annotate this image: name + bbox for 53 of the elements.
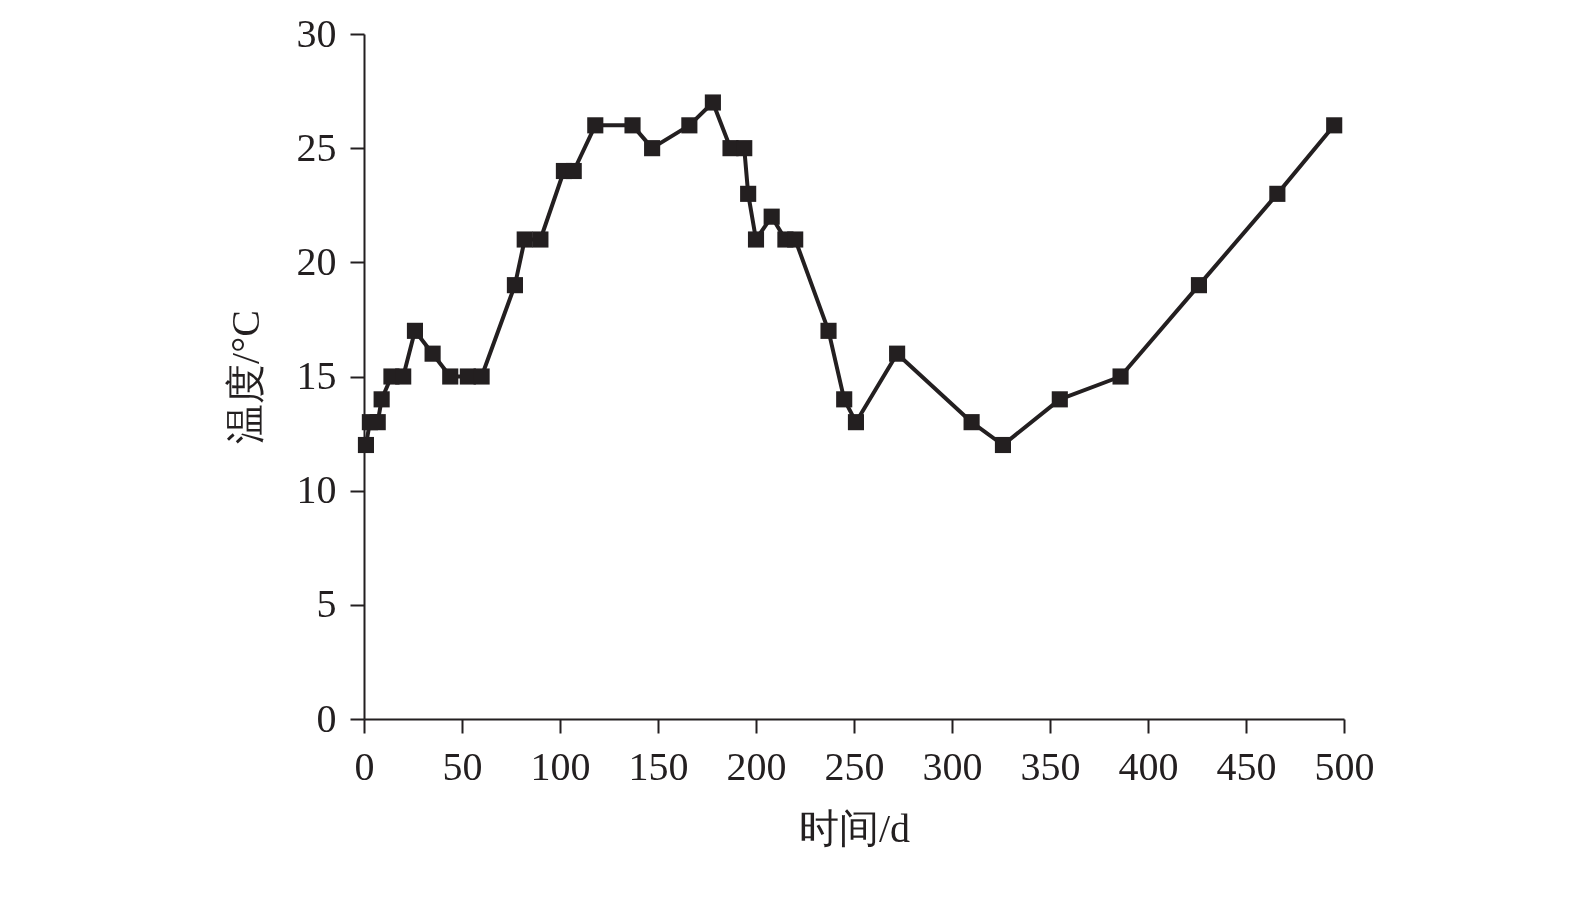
point — [994, 436, 1012, 454]
x-tick-label: 50 — [442, 743, 483, 789]
point — [787, 231, 804, 248]
y-tick-label: 25 — [296, 124, 337, 170]
point — [624, 117, 641, 134]
y-axis-title: 温度/°C — [222, 310, 268, 444]
point — [836, 391, 853, 408]
point — [395, 368, 412, 385]
x-axis-title: 时间/d — [798, 805, 911, 851]
y-tick-label: 0 — [316, 695, 337, 741]
point — [506, 277, 523, 294]
point — [532, 231, 549, 248]
point — [1269, 185, 1286, 202]
x-tick-label: 100 — [530, 743, 591, 789]
point — [369, 414, 386, 431]
point — [740, 185, 757, 202]
point — [357, 436, 375, 454]
x-tick-label: 500 — [1314, 743, 1375, 789]
x-tick-label: 400 — [1118, 743, 1179, 789]
x-tick-label: 200 — [726, 743, 787, 789]
point — [747, 231, 765, 248]
x-tick-label: 150 — [628, 743, 689, 789]
point — [820, 322, 837, 339]
point — [406, 322, 424, 339]
point — [963, 414, 980, 431]
point — [373, 391, 390, 408]
x-tick-label: 300 — [922, 743, 983, 789]
point — [847, 414, 865, 431]
point — [516, 231, 533, 248]
point — [1190, 277, 1208, 294]
point — [473, 368, 490, 385]
y-tick-label: 10 — [296, 467, 337, 513]
x-tick-label: 250 — [824, 743, 885, 789]
point — [644, 140, 661, 157]
point — [763, 208, 780, 225]
point — [736, 140, 753, 157]
point — [1051, 391, 1068, 408]
point — [424, 345, 441, 362]
point — [681, 117, 698, 134]
y-tick-label: 5 — [316, 581, 337, 627]
point — [587, 117, 604, 134]
y-tick-label: 20 — [296, 238, 337, 284]
y-tick-label: 15 — [296, 353, 337, 398]
x-tick-label: 350 — [1020, 743, 1081, 789]
y-tick-label: 30 — [296, 10, 337, 56]
point — [704, 94, 721, 111]
point — [889, 345, 906, 362]
point — [1326, 117, 1343, 134]
point — [565, 162, 582, 180]
x-tick-label: 450 — [1216, 743, 1277, 789]
x-tick-label: 0 — [354, 743, 375, 789]
point — [1112, 368, 1129, 385]
point — [442, 368, 459, 385]
